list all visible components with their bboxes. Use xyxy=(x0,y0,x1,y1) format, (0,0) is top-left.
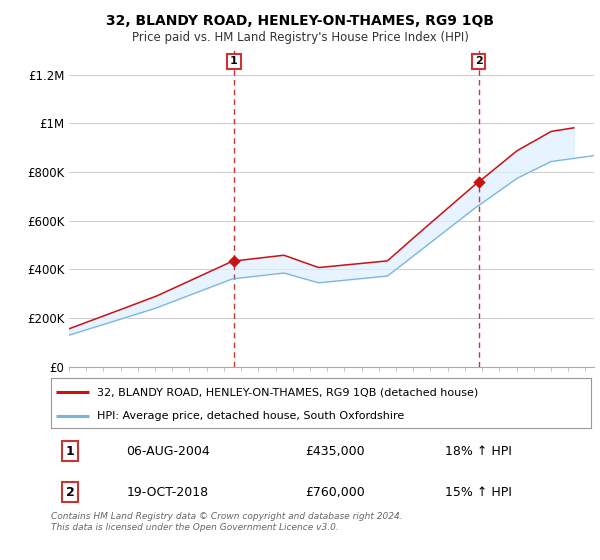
Text: 18% ↑ HPI: 18% ↑ HPI xyxy=(445,445,512,458)
Point xyxy=(474,177,484,186)
Text: 1: 1 xyxy=(65,445,74,458)
Text: 19-OCT-2018: 19-OCT-2018 xyxy=(127,486,209,499)
Text: £760,000: £760,000 xyxy=(305,486,365,499)
Text: 32, BLANDY ROAD, HENLEY-ON-THAMES, RG9 1QB (detached house): 32, BLANDY ROAD, HENLEY-ON-THAMES, RG9 1… xyxy=(97,387,478,397)
Text: 2: 2 xyxy=(475,57,482,67)
Text: HPI: Average price, detached house, South Oxfordshire: HPI: Average price, detached house, Sout… xyxy=(97,411,404,421)
Text: Contains HM Land Registry data © Crown copyright and database right 2024.
This d: Contains HM Land Registry data © Crown c… xyxy=(51,512,403,532)
Text: 06-AUG-2004: 06-AUG-2004 xyxy=(127,445,211,458)
Text: 32, BLANDY ROAD, HENLEY-ON-THAMES, RG9 1QB: 32, BLANDY ROAD, HENLEY-ON-THAMES, RG9 1… xyxy=(106,14,494,28)
Text: 1: 1 xyxy=(230,57,238,67)
Point xyxy=(229,256,239,265)
Text: 15% ↑ HPI: 15% ↑ HPI xyxy=(445,486,512,499)
Text: £435,000: £435,000 xyxy=(305,445,364,458)
Text: Price paid vs. HM Land Registry's House Price Index (HPI): Price paid vs. HM Land Registry's House … xyxy=(131,31,469,44)
Text: 2: 2 xyxy=(65,486,74,499)
